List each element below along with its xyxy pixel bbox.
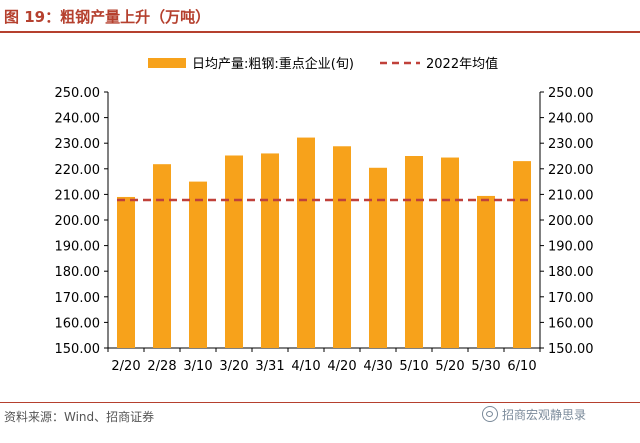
y-tick-label-right: 160.00 <box>548 316 594 331</box>
bar-chart: 日均产量:粗钢:重点企业(旬) 2022年均值 150.00 150.00 160.0… <box>55 56 594 374</box>
y-tick-label-right: 190.00 <box>548 240 594 255</box>
x-tick-label: 2/28 <box>147 359 176 374</box>
bar-3-10 <box>189 181 207 348</box>
bar-5-30 <box>477 195 495 348</box>
y-tick-label-right: 170.00 <box>548 291 594 306</box>
bar-4-10 <box>297 137 315 348</box>
title-rule <box>0 31 640 33</box>
bar-4-30 <box>369 167 387 348</box>
wechat-icon <box>482 406 498 422</box>
watermark: 招商宏观静思录 <box>482 406 586 423</box>
y-tick-label-right: 230.00 <box>548 137 594 152</box>
y-tick-label-right: 200.00 <box>548 214 594 229</box>
y-tick-label-left: 240.00 <box>55 112 101 127</box>
bar-4-20 <box>333 146 351 348</box>
legend-line-label: 2022年均值 <box>426 56 498 72</box>
source-note: 资料来源：Wind、招商证券 <box>4 410 155 424</box>
x-tick-label: 5/10 <box>399 359 428 374</box>
x-tick-label: 5/30 <box>471 359 500 374</box>
y-tick-label-left: 200.00 <box>55 214 101 229</box>
footer-rule <box>0 402 640 403</box>
legend: 日均产量:粗钢:重点企业(旬) 2022年均值 <box>148 56 498 72</box>
title-bar: 图 19：粗钢产量上升（万吨） <box>0 0 640 33</box>
y-tick-label-right: 150.00 <box>548 342 594 357</box>
bar-2-20 <box>117 196 135 348</box>
x-tick-label: 4/10 <box>291 359 320 374</box>
y-tick-label-left: 250.00 <box>55 86 101 101</box>
x-tick-label: 3/10 <box>183 359 212 374</box>
legend-bar-label: 日均产量:粗钢:重点企业(旬) <box>192 56 354 72</box>
y-tick-label-right: 250.00 <box>548 86 594 101</box>
y-tick-label-left: 220.00 <box>55 163 101 178</box>
x-tick-label: 2/20 <box>111 359 140 374</box>
y-tick-label-left: 150.00 <box>55 342 101 357</box>
y-tick-label-left: 180.00 <box>55 265 101 280</box>
x-tick-labels: 2/20 2/28 3/10 3/20 3/31 4/10 4/20 4/30 5/10 5/20… <box>111 359 536 374</box>
bar-3-31 <box>261 153 279 348</box>
y-tick-label-left: 210.00 <box>55 188 101 203</box>
y-tick-label-left: 160.00 <box>55 316 101 331</box>
bar-3-20 <box>225 155 243 348</box>
y-tick-label-left: 170.00 <box>55 291 101 306</box>
x-tick-label: 5/20 <box>435 359 464 374</box>
watermark-text: 招商宏观静思录 <box>502 408 587 422</box>
bar-6-10 <box>513 161 531 348</box>
bar-2-28 <box>153 164 171 348</box>
y-tick-label-left: 190.00 <box>55 240 101 255</box>
y-tick-label-right: 220.00 <box>548 163 594 178</box>
x-tick-label: 3/31 <box>255 359 284 374</box>
x-tick-label: 4/30 <box>363 359 392 374</box>
x-tick-label: 3/20 <box>219 359 248 374</box>
bar-5-20 <box>441 157 459 348</box>
bars <box>117 137 531 348</box>
x-tick-label: 4/20 <box>327 359 356 374</box>
axes: 150.00 150.00 160.00 160.00 170.00 170.00 180.… <box>55 86 594 357</box>
x-tick-label: 6/10 <box>507 359 536 374</box>
y-tick-label-right: 240.00 <box>548 112 594 127</box>
legend-bar-swatch <box>148 58 186 68</box>
y-tick-label-right: 180.00 <box>548 265 594 280</box>
bar-5-10 <box>405 156 423 348</box>
y-tick-label-right: 210.00 <box>548 188 594 203</box>
figure-title: 图 19：粗钢产量上升（万吨） <box>4 8 211 26</box>
y-tick-label-left: 230.00 <box>55 137 101 152</box>
